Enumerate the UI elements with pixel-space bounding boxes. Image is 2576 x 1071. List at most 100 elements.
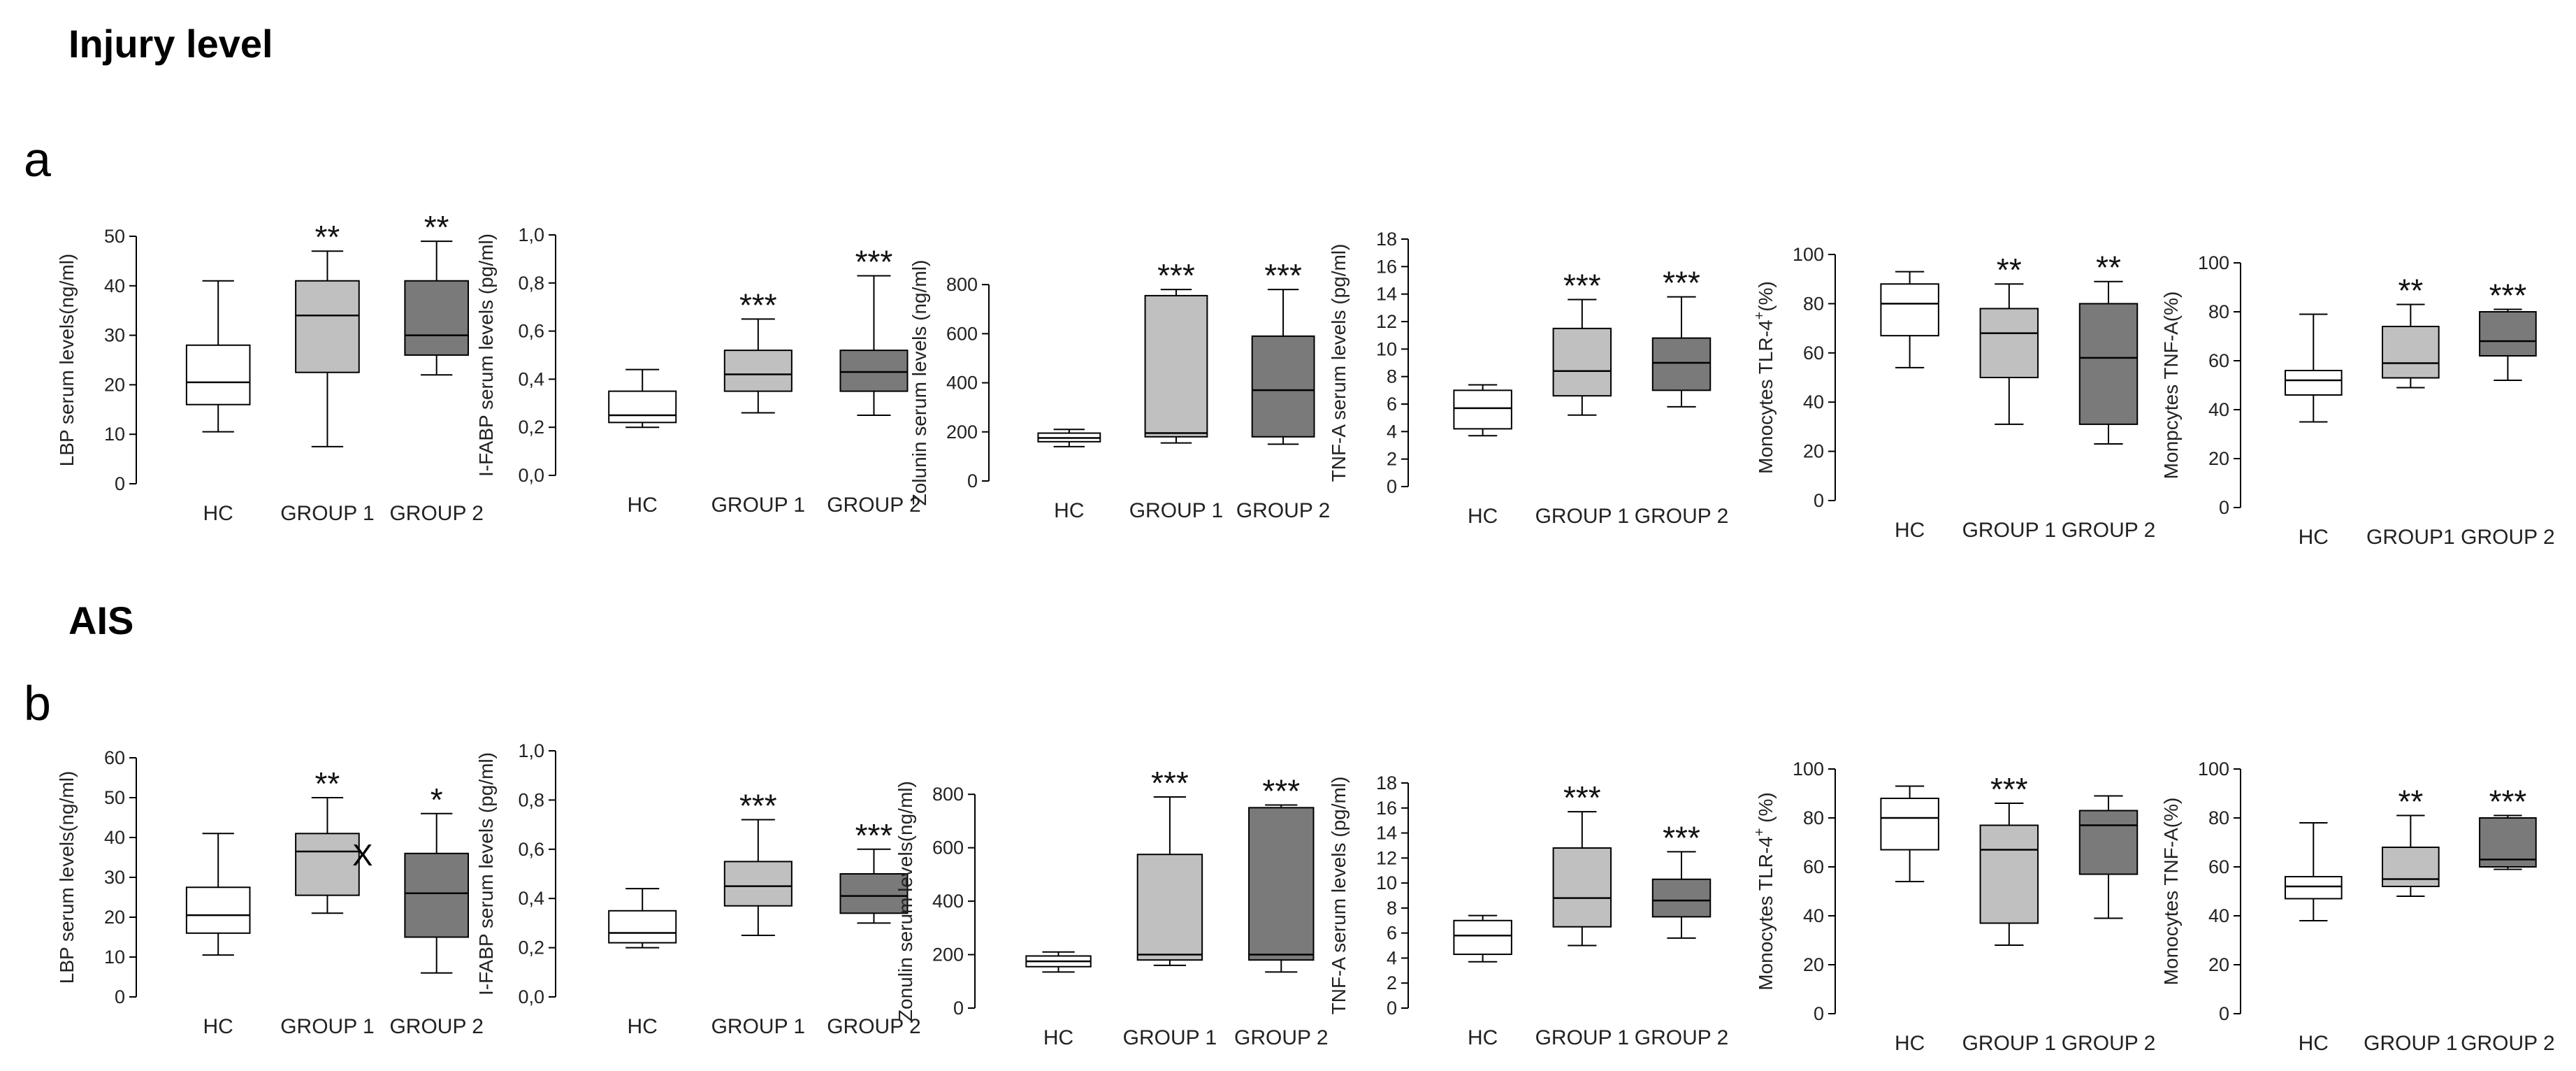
y-tick-label: 0,8	[518, 789, 544, 810]
box-iqr	[1248, 807, 1315, 961]
y-axis-label-main: I-FABP serum levels (pg/ml)	[475, 233, 497, 477]
box-group-1: ***	[1979, 771, 2039, 946]
x-category-label: HC	[1054, 499, 1084, 522]
box-iqr	[1552, 327, 1612, 397]
y-tick-label: 16	[1376, 256, 1397, 277]
box-iqr	[2284, 876, 2343, 900]
box-group-1: **	[1979, 252, 2039, 425]
box-iqr	[723, 350, 793, 392]
box-hc	[1453, 384, 1512, 437]
y-axis-label-main: Zolunin serum levels (ng/ml)	[909, 260, 930, 506]
box-iqr	[2479, 311, 2537, 357]
significance-marker: ***	[1563, 268, 1601, 304]
y-tick-label: 2	[1387, 449, 1397, 470]
y-axis-label-main: Monocytes TLR-4	[1755, 836, 1777, 990]
y-tick-label: 12	[1376, 311, 1397, 332]
box-iqr	[2284, 370, 2343, 396]
x-category-label: GROUP 1	[1123, 1026, 1217, 1049]
box-group-2: ***	[2479, 278, 2537, 381]
y-tick-label: 0	[2219, 497, 2229, 518]
y-axis-label-main: LBP serum levels(ng/ml)	[56, 254, 78, 466]
box-iqr	[1880, 283, 1939, 337]
x-category-label: GROUP 1	[280, 1015, 375, 1038]
box-hc	[1453, 914, 1512, 963]
y-tick-label: 0,6	[518, 321, 544, 342]
significance-marker: ***	[1663, 819, 1700, 856]
y-tick-label: 400	[946, 373, 978, 394]
x-category-label: GROUP 1	[1535, 505, 1630, 528]
x-category-label: GROUP 2	[1236, 499, 1331, 522]
x-category-label: GROUP 2	[827, 494, 921, 517]
box-group-1: ***	[1136, 765, 1203, 966]
y-tick-label: 100	[1793, 759, 1824, 779]
y-tick-label: 40	[104, 827, 125, 848]
box-iqr	[1144, 294, 1208, 438]
y-axis-label: I-FABP serum levels (pg/ml)	[475, 752, 497, 995]
x-category-label: GROUP 1	[1962, 519, 2057, 542]
chart-a-6: 0 20 40 60 80 100 Monpcytes TNF-A(%) HC ** GROUP1…	[2160, 252, 2555, 549]
box-iqr	[723, 861, 793, 907]
chart-a-1: 0 10 20 30 40 50 LBP serum levels(ng/ml) HC ** GR…	[56, 209, 484, 525]
x-category-label: HC	[1468, 505, 1498, 528]
y-tick-label: 0	[967, 470, 978, 491]
box-group-1: ***	[1552, 268, 1612, 416]
y-axis-label-main: TNF-A serum levels (pg/ml)	[1328, 244, 1349, 482]
y-tick-label: 100	[2198, 759, 2229, 779]
y-axis-label: Zolunin serum levels (ng/ml)	[909, 260, 930, 506]
box-group-1: ***	[1144, 257, 1208, 444]
chart-b-3: 0 200 400 600 800 Zonulin serum levels(ng/ml)…	[895, 765, 1329, 1049]
y-tick-label: 800	[946, 274, 978, 295]
y-tick-label: 200	[946, 422, 978, 443]
significance-marker: ***	[855, 243, 893, 280]
y-axis-label-suffix: (%)	[1755, 281, 1777, 312]
y-tick-label: 6	[1387, 394, 1397, 415]
x-category-label: GROUP 2	[1635, 1026, 1729, 1049]
y-tick-label: 60	[1803, 856, 1824, 877]
x-category-label: GROUP 2	[389, 1015, 484, 1038]
box-group-2: ***	[1251, 257, 1315, 445]
x-category-label: HC	[203, 1015, 233, 1038]
y-tick-label: 60	[104, 747, 125, 768]
x-category-label: GROUP 1	[1962, 1032, 2057, 1055]
significance-marker: **	[2096, 250, 2121, 286]
y-tick-label: 100	[2198, 252, 2229, 273]
box-hc	[1037, 429, 1101, 447]
y-axis-label-main: TNF-A serum levels (pg/ml)	[1328, 777, 1349, 1015]
significance-marker: *	[430, 782, 443, 818]
y-tick-label: 16	[1376, 798, 1397, 819]
y-axis-label: TNF-A serum levels (pg/ml)	[1328, 777, 1349, 1015]
y-tick-label: 20	[104, 907, 125, 928]
y-tick-label: 8	[1387, 366, 1397, 387]
y-tick-label: 600	[946, 323, 978, 344]
x-category-label: GROUP 2	[2461, 1032, 2555, 1055]
y-axis-label-main: Monocytes TNF-A(%)	[2160, 798, 2182, 986]
box-group-2: ***	[1248, 773, 1315, 973]
y-tick-label: 40	[104, 275, 125, 296]
y-tick-label: 20	[2208, 954, 2229, 975]
significance-marker: **	[424, 209, 449, 245]
box-iqr	[1880, 798, 1939, 851]
significance-marker: ***	[1262, 773, 1300, 810]
chart-b-4: 0 2 4 6 8 10 12 14 16 18 TNF-A serum levels (pg/ml…	[1328, 772, 1728, 1049]
x-category-label: HC	[203, 502, 233, 525]
y-axis-label: Monocytes TNF-A(%)	[2160, 798, 2182, 986]
y-tick-label: 0	[1814, 490, 1824, 511]
y-axis-label: LBP serum levels(ng/ml)	[56, 771, 78, 984]
box-hc	[1880, 271, 1939, 368]
y-tick-label: 0	[1387, 998, 1397, 1019]
y-tick-label: 1,0	[518, 224, 544, 245]
box-iqr	[1453, 919, 1512, 956]
box-iqr	[1979, 824, 2039, 924]
box-iqr	[295, 280, 360, 373]
box-group-1: **	[2382, 784, 2440, 897]
y-tick-label: 4	[1387, 947, 1397, 968]
y-tick-label: 50	[104, 226, 125, 247]
y-tick-label: 6	[1387, 923, 1397, 944]
y-tick-label: 14	[1376, 823, 1397, 844]
y-axis-label: LBP serum levels(ng/ml)	[56, 254, 78, 466]
box-hc	[608, 368, 677, 429]
y-tick-label: 0	[115, 986, 125, 1007]
box-group-1: ***	[1552, 779, 1612, 947]
